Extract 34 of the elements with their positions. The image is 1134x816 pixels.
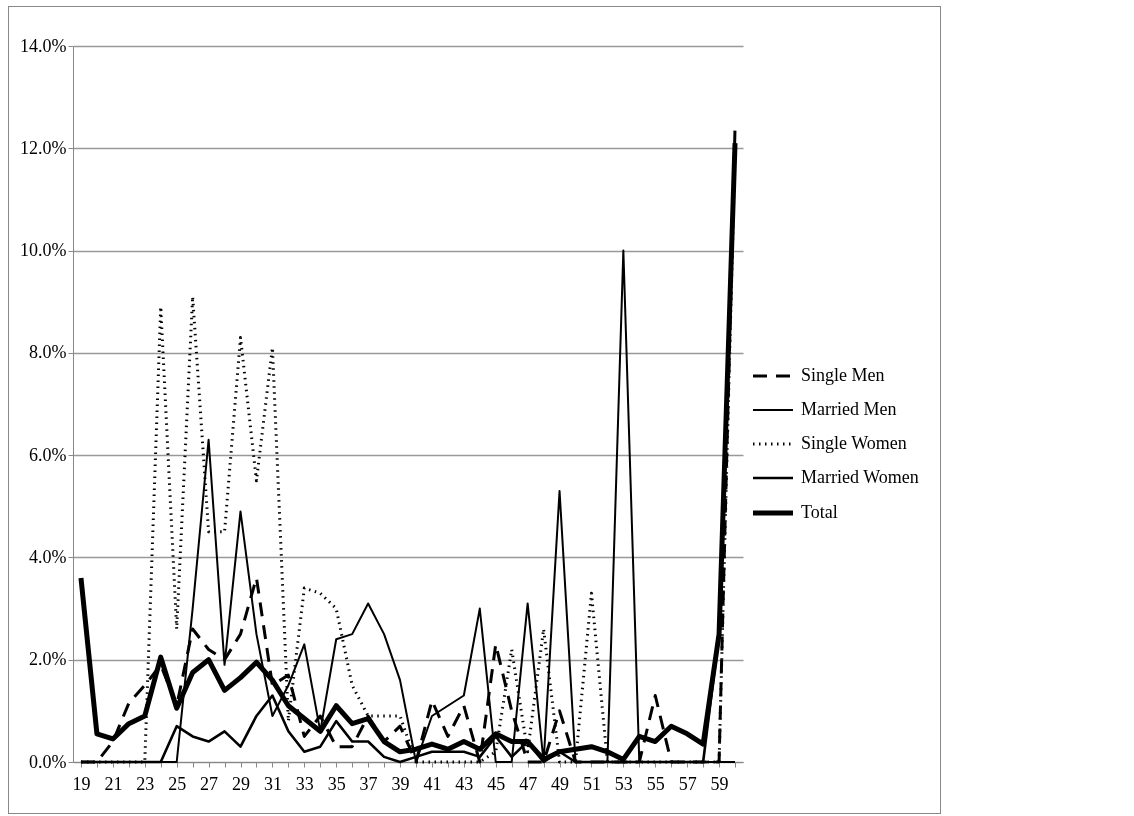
x-tick-label: 31: [263, 773, 282, 794]
y-tick-label: 12.0%: [20, 137, 67, 158]
x-tick-label: 29: [232, 773, 250, 794]
y-tick-label: 6.0%: [29, 444, 67, 465]
x-tick-label: 41: [423, 773, 442, 794]
y-tick-label: 8.0%: [29, 342, 67, 363]
x-tick-label: 53: [614, 773, 633, 794]
x-tick-label: 51: [582, 773, 601, 794]
y-tick-label: 2.0%: [29, 649, 67, 670]
x-tick-label: 39: [391, 773, 410, 794]
legend-label: Single Women: [801, 433, 907, 453]
x-tick-label: 57: [678, 773, 697, 794]
x-tick-label: 27: [200, 773, 219, 794]
x-tick-label: 37: [359, 773, 378, 794]
legend-label: Total: [801, 502, 838, 522]
x-tick-label: 49: [551, 773, 570, 794]
x-tick-label: 21: [104, 773, 123, 794]
legend-label: Single Men: [801, 365, 885, 385]
x-tick-label: 45: [487, 773, 506, 794]
y-tick-label: 10.0%: [20, 240, 67, 261]
x-tick-label: 43: [455, 773, 474, 794]
x-tick-label: 47: [519, 773, 538, 794]
x-tick-label: 59: [710, 773, 729, 794]
legend-label: Married Men: [801, 399, 897, 419]
x-tick-label: 55: [646, 773, 665, 794]
y-tick-label: 4.0%: [29, 546, 67, 567]
y-tick-label: 14.0%: [20, 35, 67, 56]
y-tick-label: 0.0%: [29, 751, 67, 772]
x-tick-label: 33: [295, 773, 314, 794]
x-tick-label: 19: [72, 773, 91, 794]
legend-label: Married Women: [801, 467, 919, 487]
x-tick-label: 23: [136, 773, 155, 794]
x-tick-label: 25: [168, 773, 187, 794]
x-tick-label: 35: [327, 773, 346, 794]
